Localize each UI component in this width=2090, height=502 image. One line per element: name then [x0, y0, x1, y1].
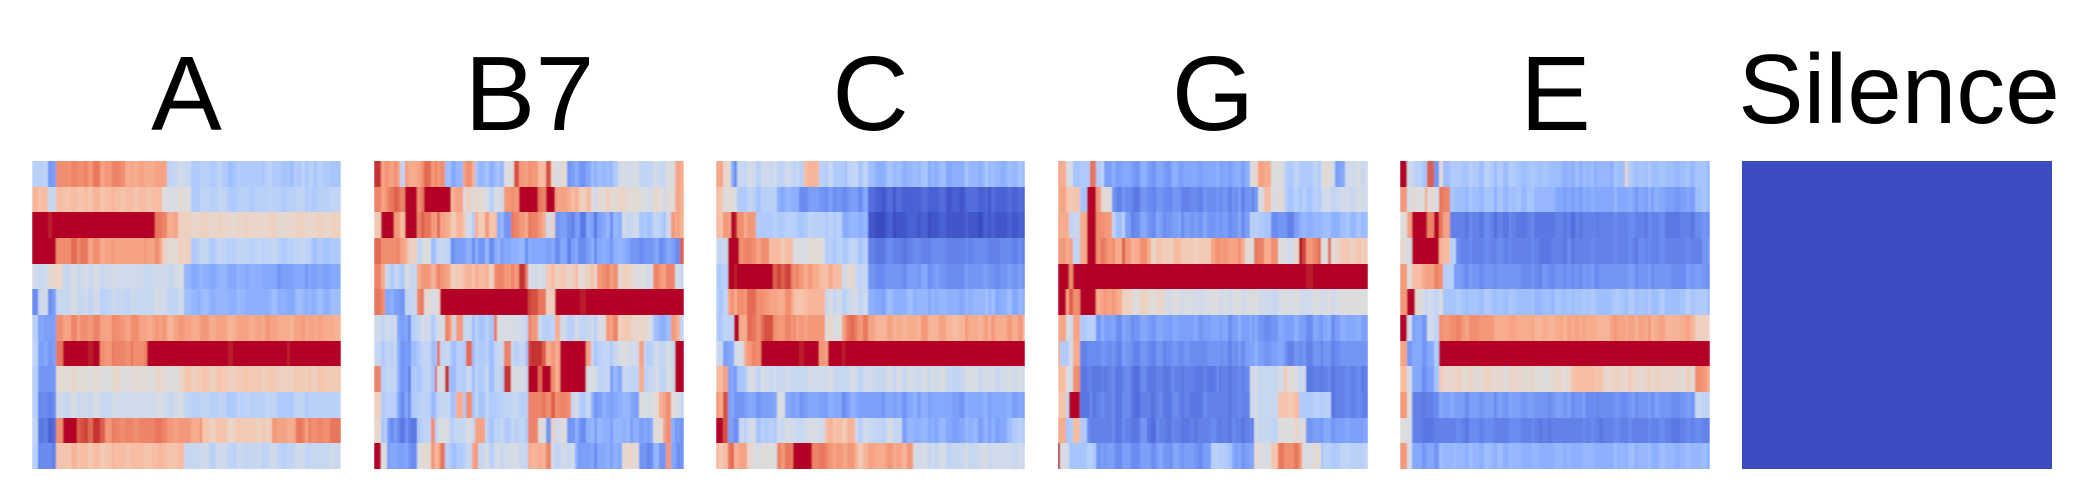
svg-text:A: A [151, 35, 222, 153]
svg-text:E: E [1520, 35, 1591, 153]
svg-text:Silence: Silence [1738, 34, 2059, 144]
svg-text:B7: B7 [465, 35, 595, 153]
svg-text:G: G [1172, 35, 1254, 153]
svg-text:C: C [832, 35, 909, 153]
